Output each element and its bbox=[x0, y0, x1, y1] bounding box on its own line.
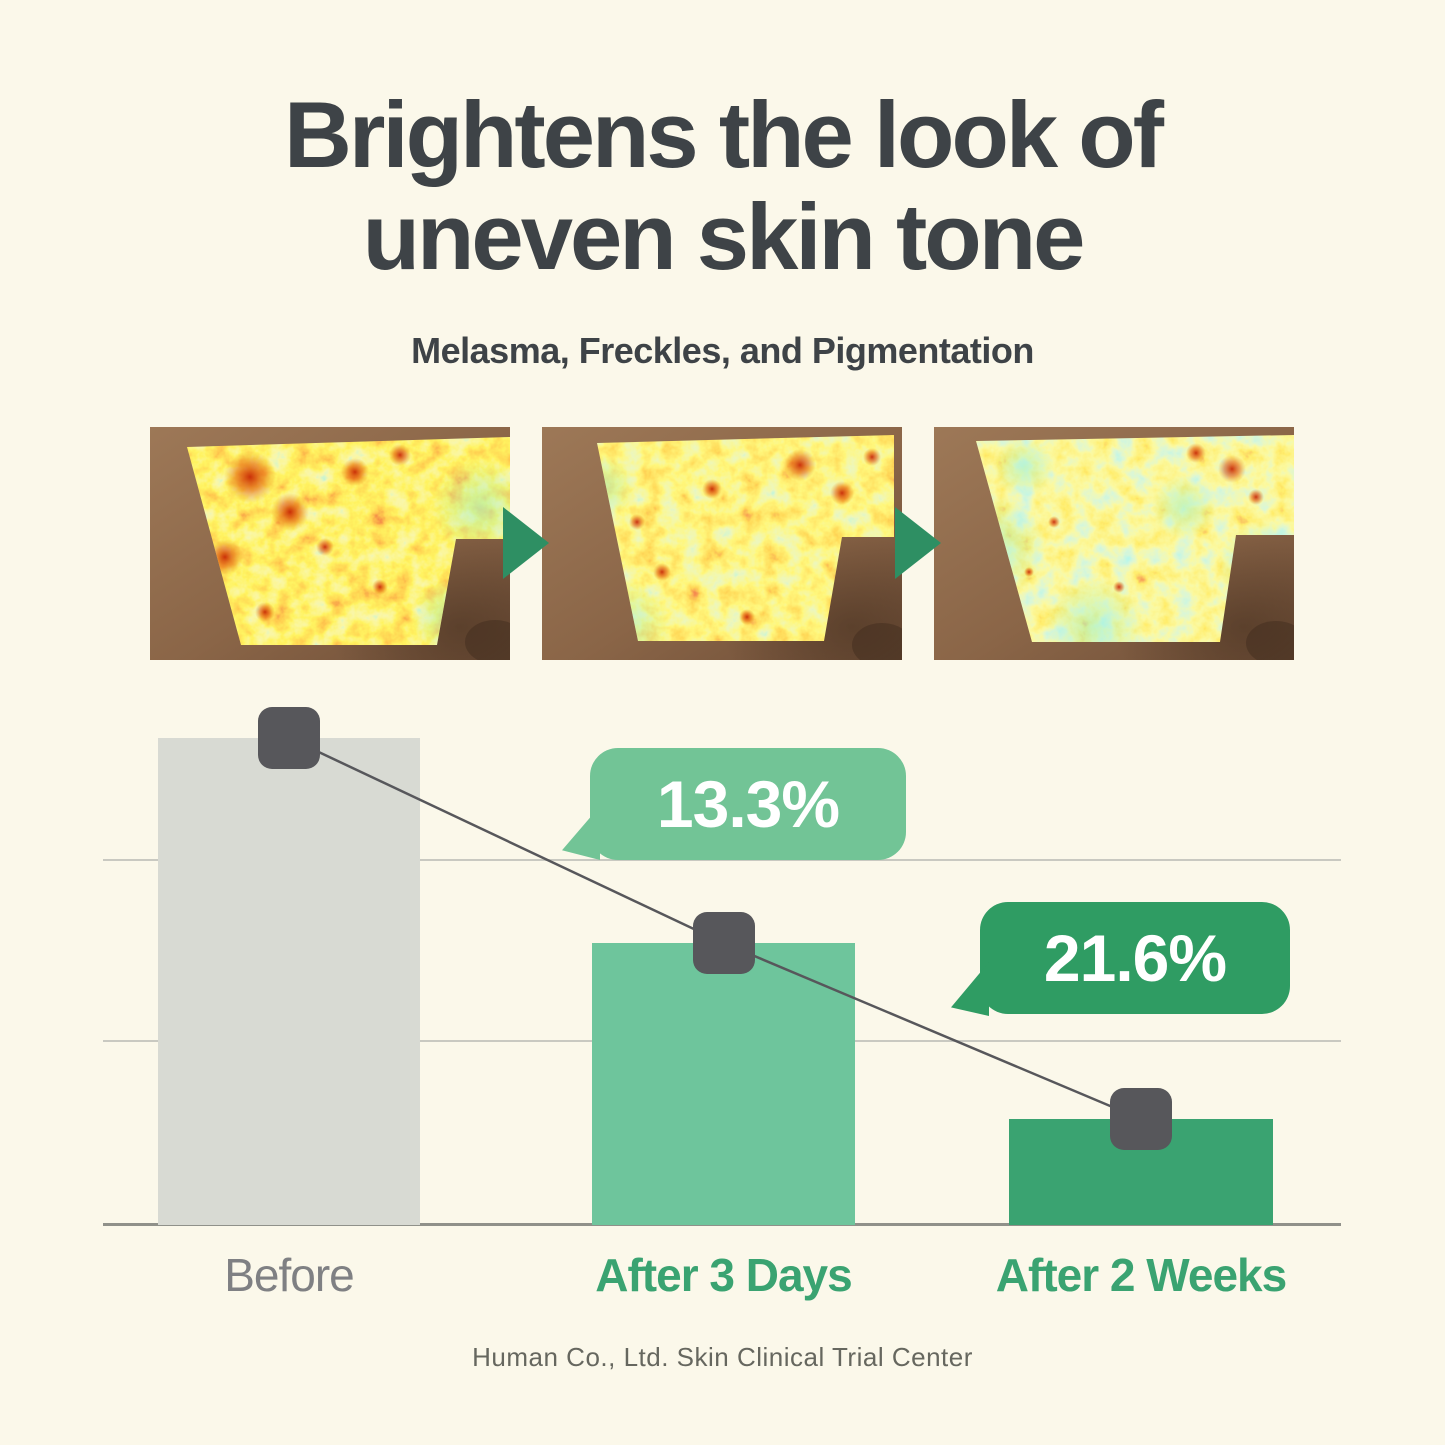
marker-2 bbox=[692, 912, 755, 974]
improvement-badge-21-value: 21.6% bbox=[1043, 921, 1227, 995]
improvement-badge-13-value: 13.3% bbox=[656, 767, 840, 841]
bar-before bbox=[158, 738, 420, 1225]
page-title-line2: uneven skin tone bbox=[362, 184, 1086, 290]
source-attribution: Human Co., Ltd. Skin Clinical Trial Cent… bbox=[472, 1342, 973, 1372]
page-title: Brightens the look of uneven skin tone bbox=[0, 82, 1445, 290]
marker-1 bbox=[258, 707, 320, 769]
skin-heatmap-image-before bbox=[150, 427, 510, 660]
chart-plot bbox=[0, 688, 1445, 1226]
category-label-after-3-days: After 3 Days bbox=[595, 1249, 852, 1301]
before-after-strip bbox=[150, 427, 1294, 660]
skin-image-panels bbox=[150, 427, 1294, 660]
skin-heatmap-image-after-3-days bbox=[542, 427, 902, 660]
improvement-badge-21: 21.6% bbox=[980, 902, 1290, 1014]
improvement-badge-13: 13.3% bbox=[590, 748, 906, 860]
category-label-before: Before bbox=[224, 1249, 355, 1301]
category-label-after-2-weeks: After 2 Weeks bbox=[995, 1249, 1287, 1301]
page-title-line1: Brightens the look of bbox=[284, 82, 1164, 187]
marker-3 bbox=[1110, 1088, 1172, 1150]
skin-heatmap-image-after-2-weeks bbox=[934, 427, 1294, 660]
bar-after-3-days bbox=[592, 943, 855, 1225]
page-subtitle: Melasma, Freckles, and Pigmentation bbox=[411, 330, 1034, 371]
